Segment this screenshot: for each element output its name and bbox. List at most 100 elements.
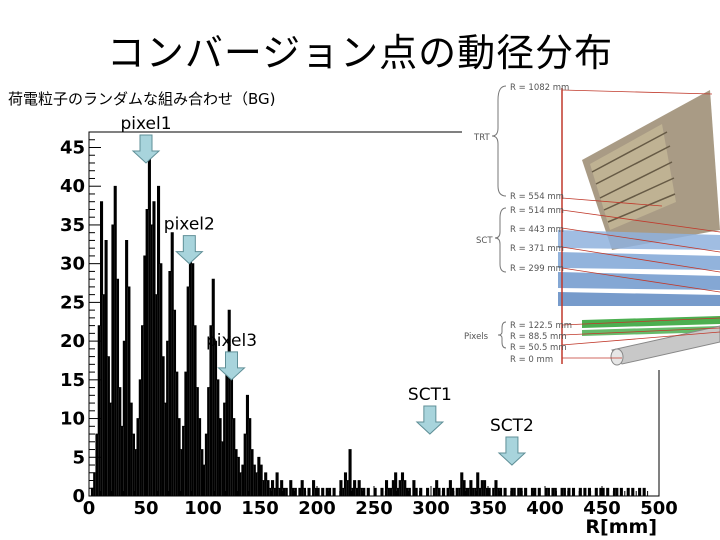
histogram-bar (328, 488, 331, 496)
histogram-bar (150, 224, 153, 497)
histogram-bar (317, 488, 320, 496)
annotation-label: SCT2 (490, 416, 534, 436)
histogram-bar (275, 472, 279, 496)
histogram-bar (344, 472, 347, 496)
radius-label: R = 0 mm (510, 355, 553, 365)
histogram-bar (159, 263, 162, 496)
histogram-bar (141, 325, 144, 496)
histogram-bar (643, 488, 646, 496)
histogram-bar (225, 356, 229, 496)
radius-pointer (561, 327, 720, 336)
sct-label: SCT (476, 236, 493, 246)
x-tick-label: 150 (241, 498, 279, 519)
histogram-bar (472, 488, 475, 496)
histogram-bar (631, 488, 634, 496)
histogram-bar (205, 434, 208, 496)
histogram-bar (380, 488, 384, 496)
x-tick-label: 100 (184, 498, 222, 519)
trt-modules (590, 124, 676, 230)
radius-label: R = 50.5 mm (510, 343, 567, 353)
histogram-bar (143, 255, 146, 496)
x-tick-label: 0 (83, 498, 96, 519)
y-tick-label: 45 (60, 137, 85, 158)
beam-pipe-end (610, 348, 624, 366)
x-tick-label: 300 (412, 498, 450, 519)
histogram-bar (93, 472, 96, 496)
histogram-bar (492, 488, 495, 496)
histogram-bar (389, 488, 393, 496)
histogram-bar (449, 480, 452, 496)
histogram-bar (173, 310, 176, 496)
radius-pointer (561, 267, 720, 293)
histogram-bar (104, 240, 108, 496)
histogram-bar (362, 488, 365, 496)
histogram-bar (551, 488, 555, 496)
histogram-bar (483, 480, 486, 496)
histogram-bar (519, 488, 523, 496)
histogram-bar (102, 294, 105, 496)
histogram-bar (396, 488, 400, 496)
histogram-bar (481, 480, 484, 496)
histogram-bar (332, 488, 336, 496)
histogram-bar (353, 480, 356, 496)
histogram-bar (399, 480, 402, 496)
radius-label: R = 371 mm (510, 244, 564, 254)
radius-pointer (561, 209, 720, 233)
histogram-bar (111, 224, 115, 497)
slide-subtitle: 荷電粒子のランダムな組み合わせ（BG) (8, 90, 276, 108)
trt-brace (491, 85, 507, 197)
histogram-bar (98, 325, 101, 496)
histogram-bar (314, 488, 317, 496)
histogram-bar (458, 488, 461, 496)
histogram-bar (312, 480, 315, 496)
annotation-arrow (175, 235, 204, 265)
histogram-bar (171, 232, 174, 496)
histogram-bar (146, 209, 149, 496)
histogram-bar (266, 480, 270, 496)
histogram-bar (579, 488, 582, 496)
histogram-bar (203, 465, 206, 496)
histogram-bar (456, 488, 459, 496)
x-axis: 0 50 100 150 200 250 300 350 400 450 500 (83, 486, 678, 519)
histogram-bar (465, 488, 468, 496)
radius-label: R = 514 mm (510, 206, 564, 216)
histogram-bar (248, 418, 251, 496)
histogram-bar (262, 480, 265, 496)
histogram-bar (301, 480, 304, 496)
histogram-bar (294, 488, 297, 496)
trt-label: TRT (473, 133, 490, 143)
histogram-bar (125, 240, 128, 496)
histogram-bar (563, 488, 566, 496)
histogram-bar (401, 472, 404, 496)
histogram-bar (437, 488, 441, 496)
y-tick-label: 15 (60, 370, 85, 391)
histogram-bar (560, 488, 564, 496)
histogram-bar (476, 472, 479, 496)
radius-pointer (561, 317, 720, 326)
annotations: pixel1 pixel2 pixel3 SCT1 SCT2 (120, 114, 534, 466)
detector-schematic: R = 1082 mm R = 554 mm R = 514 mm R = 44… (462, 80, 720, 370)
histogram-bar (394, 472, 397, 496)
annotation-arrow (415, 405, 445, 435)
trt-hatch (591, 131, 676, 223)
histogram-bar (533, 488, 536, 496)
histogram-bars (89, 154, 648, 497)
radius-pointer (561, 89, 713, 95)
histogram-bar (419, 488, 422, 496)
histogram-bar (182, 426, 185, 496)
histogram-bar (554, 488, 557, 496)
histogram-bar (374, 488, 377, 496)
annotation-arrow (497, 436, 527, 466)
histogram-outline (89, 154, 648, 497)
pixels-brace (497, 321, 507, 349)
histogram-bar (499, 488, 502, 496)
histogram-bar (180, 449, 183, 496)
histogram-bar (269, 488, 272, 496)
histogram-bar (184, 372, 188, 496)
histogram-bar (207, 387, 210, 496)
histogram-bar (244, 434, 247, 496)
histogram-bar (474, 488, 477, 496)
annotation-label: pixel1 (120, 114, 171, 134)
histogram-bar (116, 279, 119, 496)
histogram-bar (517, 488, 520, 496)
